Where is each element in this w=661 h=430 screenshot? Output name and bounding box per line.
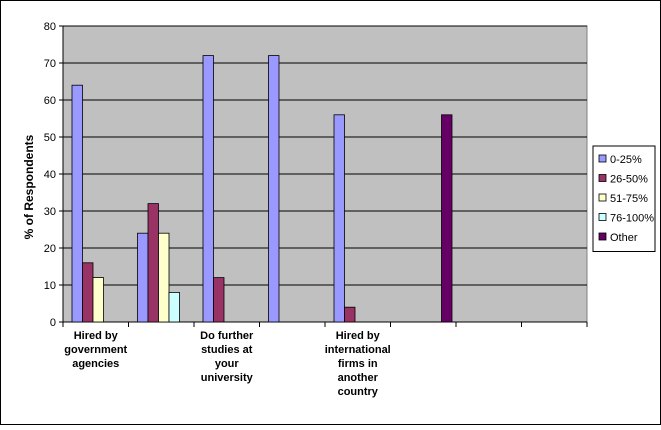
x-tick-label: international — [325, 344, 391, 356]
legend-label: 51-75% — [610, 193, 648, 205]
bar-0-25-cat-3 — [268, 55, 280, 323]
legend-label: 26-50% — [610, 174, 648, 186]
y-tick-label: 10 — [44, 280, 56, 292]
legend-label: Other — [610, 232, 638, 244]
bar-76-100-cat-1 — [168, 291, 180, 323]
bar-0-25-cat-2 — [202, 55, 214, 323]
y-tick-label: 50 — [44, 132, 56, 144]
bar-other-cat-5 — [441, 114, 453, 323]
y-tick-label: 30 — [44, 206, 56, 218]
x-tick-label: studies at — [201, 344, 253, 356]
bar-26-50-cat-1 — [147, 203, 159, 323]
y-tick-label: 80 — [44, 21, 56, 33]
legend-swatch — [598, 154, 607, 163]
x-tick-label: another — [338, 372, 379, 384]
bar-26-50-cat-0 — [82, 262, 94, 323]
bar-51-75-cat-1 — [158, 232, 170, 323]
x-tick-label: Hired by — [74, 330, 119, 342]
x-tick-label: country — [338, 386, 379, 398]
x-tick-label: university — [201, 372, 254, 384]
x-tick-label: Do further — [200, 330, 254, 342]
bar-0-25-cat-0 — [71, 84, 83, 323]
bar-0-25-cat-4 — [333, 114, 345, 323]
x-tick-label: agencies — [72, 358, 119, 370]
y-tick-label: 70 — [44, 58, 56, 70]
y-tick-label: 0 — [50, 317, 56, 329]
legend-swatch — [598, 193, 607, 202]
y-tick-label: 60 — [44, 95, 56, 107]
bar-0-25-cat-1 — [137, 232, 149, 323]
x-tick-label: government — [64, 344, 127, 356]
legend-swatch — [598, 174, 607, 182]
bar-51-75-cat-0 — [92, 277, 104, 323]
legend: 0-25% 26-50% 51-75% 76-100% Other — [592, 145, 656, 252]
legend-label: 76-100% — [610, 213, 654, 225]
legend-label: 0-25% — [610, 154, 642, 166]
x-tick-label: Hired by — [336, 330, 381, 342]
legend-swatch — [598, 232, 607, 241]
x-tick-label: firms in — [338, 358, 378, 370]
bar-26-50-cat-4 — [344, 306, 356, 323]
y-axis-label: % of Respondents — [22, 134, 36, 239]
x-axis-labels: Hired by government agencies Do further stud… — [62, 322, 588, 398]
y-tick-label: 40 — [44, 169, 56, 181]
legend-swatch — [598, 213, 607, 221]
bars — [71, 55, 453, 323]
bar-26-50-cat-2 — [213, 277, 225, 323]
y-tick-label: 20 — [44, 243, 56, 255]
x-tick-label: your — [215, 358, 240, 370]
